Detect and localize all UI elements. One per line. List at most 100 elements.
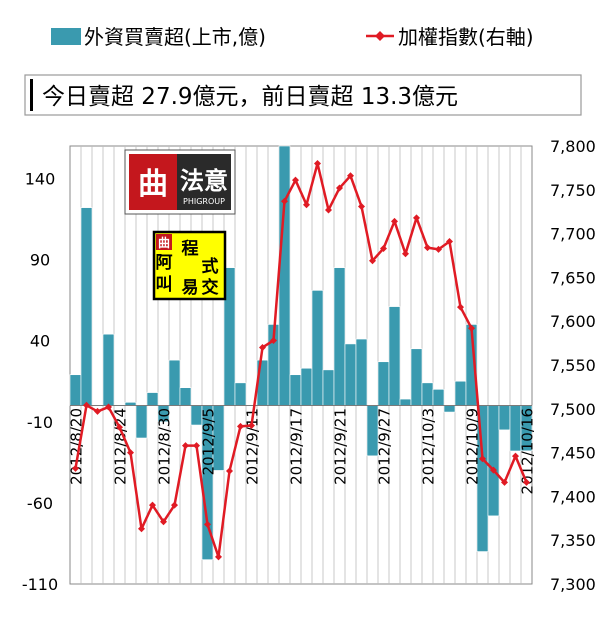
x-tick-label: 2012/10/3 — [420, 408, 438, 485]
line-point — [237, 422, 244, 430]
line-point — [259, 343, 266, 351]
bar — [487, 405, 500, 517]
line-point — [105, 403, 112, 411]
bar — [421, 382, 434, 406]
line-point — [424, 244, 431, 252]
line-point — [358, 202, 365, 210]
logo-brand-cn: 法意 — [180, 167, 228, 195]
line-point — [270, 336, 277, 344]
badge-char-shi: 式 — [202, 256, 219, 277]
left-tick-label: 140 — [25, 169, 56, 188]
line-point — [369, 257, 376, 265]
badge-char-jiao: 叫 — [156, 275, 173, 295]
line-point — [457, 303, 464, 311]
x-tick-label: 2012/10/9 — [464, 408, 482, 485]
badge-seal-icon — [156, 234, 172, 250]
summary-box: 今日賣超 27.9億元，前日賣超 13.3億元 — [24, 74, 582, 116]
left-tick-label: 40 — [30, 332, 50, 351]
logo-text-panel — [177, 154, 231, 210]
left-tick-label: 90 — [30, 251, 50, 270]
left-axis: 140 90 40 -10 -60 -110 — [22, 169, 58, 594]
line-point — [314, 160, 321, 168]
line-point — [160, 518, 167, 526]
bar — [102, 333, 115, 406]
line-point — [281, 197, 288, 205]
line-point — [193, 442, 200, 450]
line-point — [402, 250, 409, 258]
line-point — [512, 452, 519, 460]
x-tick-label: 2012/9/11 — [244, 408, 262, 485]
badge-char-cheng: 程 — [182, 239, 199, 259]
line-point — [303, 201, 310, 209]
x-tick-label: 2012/9/17 — [288, 408, 306, 485]
bar — [234, 382, 247, 406]
left-tick-label: -110 — [22, 575, 58, 594]
bar — [179, 387, 192, 406]
line-point — [380, 244, 387, 252]
bar — [146, 392, 159, 406]
x-tick-label: 2012/9/27 — [376, 408, 394, 485]
x-tick-label: 2012/9/5 — [200, 408, 218, 475]
line-point — [182, 442, 189, 450]
x-axis-ticks: 2012/8/20 2012/8/24 2012/8/30 2012/9/5 2012/… — [68, 408, 537, 494]
program-badge: 曲 阿 叫 程 式 易 交 — [152, 230, 227, 301]
line-point — [83, 401, 90, 409]
line-point — [248, 421, 255, 429]
line-point — [336, 184, 343, 192]
bar — [344, 343, 357, 406]
badge-char-a: 阿 — [156, 253, 173, 273]
line-point — [226, 467, 233, 475]
bar — [410, 348, 423, 406]
line-point — [215, 553, 222, 561]
legend-bar-label: 外資買賣超(上市,億) — [84, 25, 266, 49]
bar-series — [69, 145, 533, 560]
bar — [333, 267, 346, 406]
bar — [322, 369, 335, 406]
bar — [399, 398, 412, 406]
legend-bar-swatch — [51, 28, 81, 45]
bar — [80, 207, 93, 406]
badge-frame — [152, 230, 227, 301]
right-tick-label: 7,650 — [550, 268, 596, 287]
bar — [289, 374, 302, 406]
summary-marker — [30, 79, 33, 111]
line-point — [127, 449, 134, 457]
left-tick-label: -10 — [27, 413, 53, 432]
bar — [355, 338, 368, 406]
line-series — [72, 160, 530, 561]
bar — [432, 389, 445, 406]
bar — [300, 367, 313, 406]
line-point — [292, 176, 299, 184]
right-tick-label: 7,450 — [550, 444, 596, 463]
summary-frame — [24, 74, 582, 116]
right-tick-label: 7,300 — [550, 575, 596, 594]
right-tick-label: 7,600 — [550, 312, 596, 331]
bar — [377, 361, 390, 406]
line-point — [325, 206, 332, 214]
line-point — [435, 245, 442, 253]
bar — [168, 359, 181, 406]
x-tick-label: 2012/8/20 — [68, 408, 86, 485]
logo-seal-glyph: 曲 — [138, 167, 168, 202]
bar — [311, 290, 324, 406]
line-point — [149, 501, 156, 509]
x-tick-label: 2012/8/24 — [112, 408, 130, 485]
summary-text: 今日賣超 27.9億元，前日賣超 13.3億元 — [42, 84, 458, 110]
right-tick-label: 7,750 — [550, 181, 596, 200]
right-tick-label: 7,550 — [550, 356, 596, 375]
line-point — [94, 407, 101, 415]
line-point — [72, 464, 79, 472]
right-tick-label: 7,800 — [550, 137, 596, 156]
bar — [454, 380, 467, 406]
x-tick-label: 2012/8/30 — [156, 408, 174, 485]
line-point — [204, 520, 211, 528]
line-point — [138, 525, 145, 533]
line-point — [523, 478, 530, 486]
badge-char-jiao2: 交 — [202, 277, 219, 298]
badge-char-yi: 易 — [182, 278, 199, 298]
right-tick-label: 7,350 — [550, 531, 596, 550]
line-point — [468, 324, 475, 332]
right-tick-label: 7,700 — [550, 225, 596, 244]
